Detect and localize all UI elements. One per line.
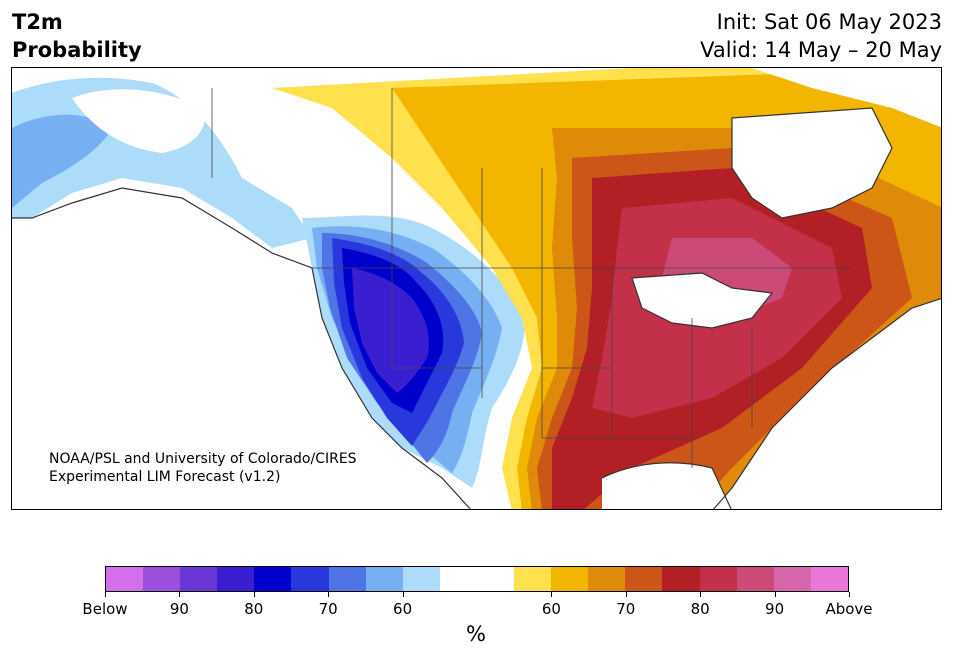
colorbar-segment [699, 567, 737, 591]
colorbar-tick-mark [179, 592, 181, 597]
forecast-dates: Init: Sat 06 May 2023 Valid: 14 May – 20… [700, 8, 942, 64]
colorbar-tick-label: 70 [616, 600, 636, 618]
colorbar-tick-label: 70 [318, 600, 338, 618]
colorbar-segment [551, 567, 589, 591]
colorbar-segment [328, 567, 366, 591]
colorbar-tick-label: 90 [765, 600, 785, 618]
colorbar-segment [217, 567, 255, 591]
colorbar-tick-label: Below [82, 600, 128, 618]
colorbar-segment [180, 567, 218, 591]
colorbar-segment [439, 567, 477, 591]
colorbar-tick-label: 80 [244, 600, 264, 618]
colorbar-segment [254, 567, 292, 591]
colorbar-tick-mark [105, 592, 106, 597]
colorbar-segment [106, 567, 144, 591]
colorbar-segment [291, 567, 329, 591]
colorbar-tick-mark [625, 592, 627, 597]
init-date: Init: Sat 06 May 2023 [716, 10, 942, 34]
colorbar-segment [402, 567, 440, 591]
colorbar [105, 566, 849, 592]
colorbar-segment [514, 567, 552, 591]
map-title: T2m Probability [12, 8, 142, 64]
colorbar-tick-label: 80 [690, 600, 710, 618]
colorbar-tick-mark [700, 592, 702, 597]
colorbar-tick-mark [849, 592, 850, 597]
credit-text: NOAA/PSL and University of Colorado/CIRE… [49, 450, 357, 486]
colorbar-segment [476, 567, 515, 591]
colorbar-tick-label: 60 [393, 600, 413, 618]
credit-line2: Experimental LIM Forecast (v1.2) [49, 469, 281, 485]
credit-line1: NOAA/PSL and University of Colorado/CIRE… [49, 451, 357, 467]
colorbar-tick-label: Above [825, 600, 873, 618]
colorbar-unit: % [466, 622, 486, 646]
colorbar-segment [588, 567, 626, 591]
probability-map [11, 67, 942, 510]
colorbar-tick-mark [253, 592, 255, 597]
colorbar-segment [810, 567, 848, 591]
colorbar-tick-label: 60 [541, 600, 561, 618]
colorbar-tick-mark [551, 592, 553, 597]
valid-range: Valid: 14 May – 20 May [700, 38, 942, 62]
colorbar-segment [773, 567, 811, 591]
colorbar-segment [736, 567, 774, 591]
map-svg [12, 68, 941, 509]
title-line2: Probability [12, 38, 142, 62]
colorbar-tick-mark [774, 592, 776, 597]
colorbar-tick-label: 90 [169, 600, 189, 618]
colorbar-segment [365, 567, 403, 591]
colorbar-segment [662, 567, 700, 591]
title-line1: T2m [12, 10, 63, 34]
colorbar-tick-mark [402, 592, 404, 597]
colorbar-segment [625, 567, 663, 591]
colorbar-segment [143, 567, 181, 591]
colorbar-tick-mark [328, 592, 330, 597]
